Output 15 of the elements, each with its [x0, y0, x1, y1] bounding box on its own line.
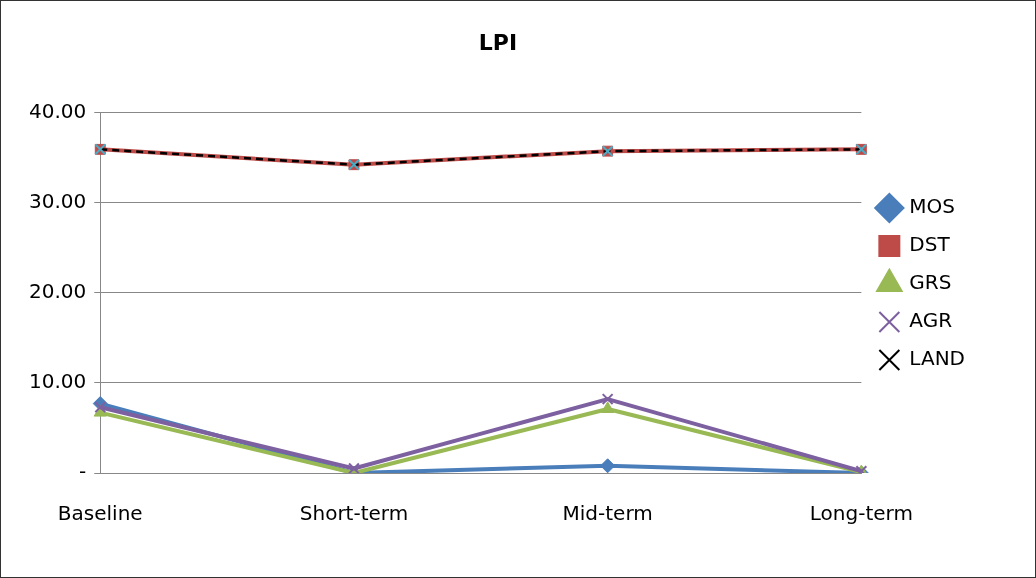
- x-tick-label: Mid-term: [562, 501, 653, 526]
- legend-label: MOS: [909, 194, 956, 219]
- legend-label: DST: [909, 232, 951, 257]
- y-tick-label: 40.00: [28, 98, 87, 123]
- y-tick-label: 10.00: [28, 369, 87, 394]
- y-tick-label: -: [79, 459, 87, 484]
- x-tick-label: Baseline: [57, 501, 143, 526]
- x-tick-label: Long-term: [809, 501, 913, 526]
- y-tick-label: 30.00: [28, 188, 87, 213]
- y-tick-label: 20.00: [28, 278, 87, 303]
- legend-label: AGR: [909, 308, 953, 333]
- legend-label: GRS: [909, 270, 952, 295]
- x-tick-label: Short-term: [299, 501, 409, 526]
- legend-label: LAND: [909, 346, 966, 371]
- chart-title: LPI: [478, 29, 518, 55]
